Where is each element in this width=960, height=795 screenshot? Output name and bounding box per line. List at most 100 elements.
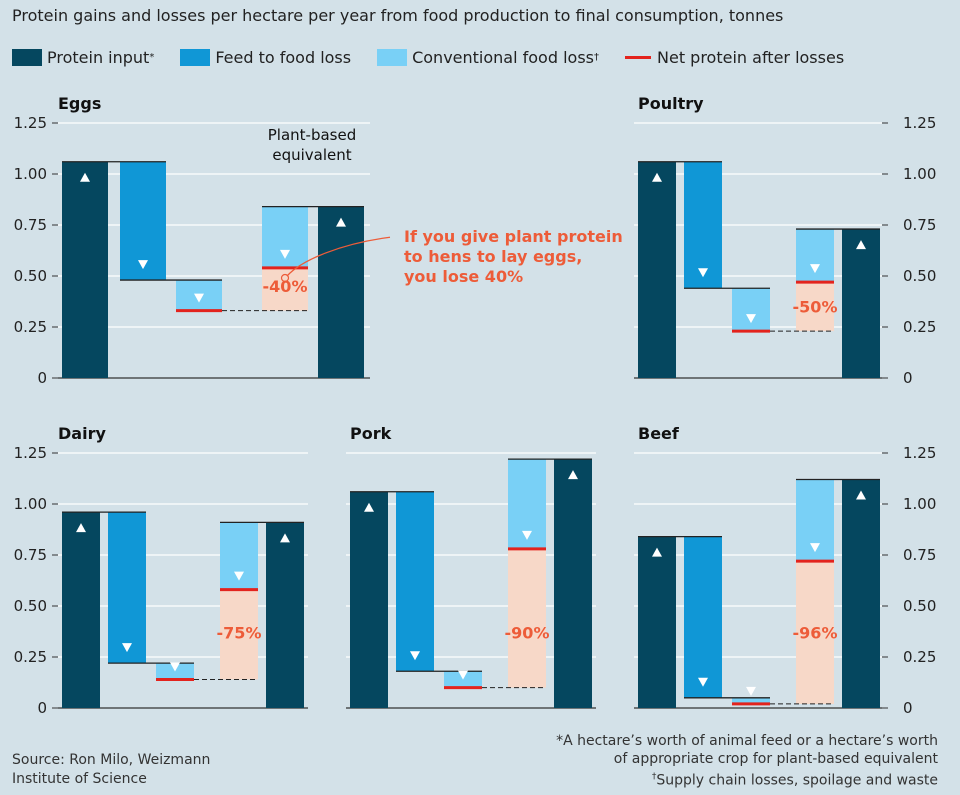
callout-dot [280,273,290,283]
down-triangle-icon [410,651,420,661]
y-tick-label: 0.75 [14,546,47,564]
loss-shading [508,548,546,688]
protein-input-bar [62,161,108,378]
protein-input-bar [62,512,100,708]
up-triangle-icon [76,523,86,533]
callout-text: to hens to lay eggs, [404,247,582,266]
legend-swatch [180,48,211,66]
legend: Protein input * Feed to food loss Conventio… [12,46,870,68]
footnote-dagger-mark: † [651,772,657,782]
down-triangle-icon [458,670,468,680]
plant-conventional-loss-bar [796,229,834,283]
panel-title: Poultry [638,94,704,113]
loss-shading [220,589,258,680]
up-triangle-icon [652,547,662,557]
legend-label: Conventional food loss [412,47,594,67]
loss-percent-label: -40% [263,277,308,296]
footnote-dagger: †Supply chain losses, spoilage and waste [556,768,938,790]
loss-shading [796,561,834,704]
y-tick-label: 1.00 [14,495,47,513]
feed-to-food-loss-bar [108,512,146,664]
up-triangle-icon [364,502,374,512]
y-tick-label: 0.25 [903,648,936,666]
y-tick-label: 1.25 [14,444,47,462]
legend-item: Net protein after losses [625,48,844,67]
callout-line [286,236,391,277]
y-tick-label: 0.75 [903,216,936,234]
y-tick-label: 0.25 [14,648,47,666]
up-triangle-icon [280,533,290,543]
panel-title: Eggs [58,94,101,113]
up-triangle-icon [856,490,866,500]
down-triangle-icon [810,543,820,553]
plant-based-label: equivalent [272,146,351,164]
panel-title: Beef [638,424,680,443]
callout-text: you lose 40% [404,267,523,286]
plant-protein-input-bar [842,229,880,378]
down-triangle-icon [234,571,244,581]
footnote-dagger-text: Supply chain losses, spoilage and waste [656,772,938,789]
legend-swatch [625,55,651,59]
plant-protein-input-bar [266,522,304,708]
y-tick-label: 1.00 [14,165,47,183]
source-line-2: Institute of Science [12,771,147,787]
protein-input-bar [638,536,676,708]
up-triangle-icon [856,240,866,250]
y-tick-label: 0.50 [14,597,47,615]
down-triangle-icon [698,268,708,278]
y-tick-label: 1.00 [903,165,936,183]
y-tick-label: 1.25 [14,114,47,132]
plant-protein-input-bar [842,479,880,708]
legend-item: Protein input * [12,48,154,67]
footnote-star-1: *A hectare’s worth of animal feed or a h… [556,732,938,750]
y-tick-label: 0.75 [903,546,936,564]
callout-text: If you give plant protein [404,227,623,246]
footnote-star-text: A hectare’s worth of animal feed or a he… [563,733,938,749]
protein-input-bar [638,161,676,378]
source-line-1: Source: Ron Milo, Weizmann [12,752,211,768]
y-tick-label: 0 [903,699,913,717]
legend-footnote-mark: † [594,51,599,63]
down-triangle-icon [522,530,532,540]
y-tick-label: 1.25 [903,114,936,132]
y-tick-label: 0.25 [903,318,936,336]
y-tick-label: 1.25 [903,444,936,462]
legend-label: Net protein after losses [657,47,845,67]
up-triangle-icon [336,217,346,227]
down-triangle-icon [280,249,290,259]
feed-to-food-loss-bar [684,161,722,289]
down-triangle-icon [170,662,180,672]
loss-percent-label: -96% [793,624,838,643]
up-triangle-icon [80,172,90,182]
down-triangle-icon [746,686,756,696]
loss-percent-label: -50% [793,298,838,317]
panel-title: Dairy [58,424,106,443]
plant-based-label: Plant-based [268,126,356,144]
chart-title: Protein gains and losses per hectare per… [12,6,784,25]
y-tick-label: 0.50 [903,597,936,615]
loss-percent-label: -75% [217,624,262,643]
down-triangle-icon [122,643,132,653]
legend-swatch [377,48,408,66]
footnote-star-mark: * [556,733,564,749]
y-tick-label: 0.25 [14,318,47,336]
legend-item: Conventional food loss † [377,48,599,67]
feed-to-food-loss-bar [396,491,434,672]
y-tick-label: 0 [37,369,47,387]
footnotes: *A hectare’s worth of animal feed or a h… [556,732,938,790]
legend-footnote-mark: * [149,51,155,63]
panel-title: Pork [350,424,392,443]
footnote-star-2: of appropriate crop for plant-based equi… [613,751,938,767]
conventional-food-loss-bar [732,697,770,704]
down-triangle-icon [810,264,820,274]
y-tick-label: 0 [903,369,913,387]
down-triangle-icon [746,314,756,324]
loss-percent-label: -90% [505,624,550,643]
up-triangle-icon [568,470,578,480]
y-tick-label: 0.50 [14,267,47,285]
down-triangle-icon [698,677,708,687]
protein-input-bar [350,491,388,708]
y-tick-label: 0.75 [14,216,47,234]
legend-item: Feed to food loss [180,48,351,67]
